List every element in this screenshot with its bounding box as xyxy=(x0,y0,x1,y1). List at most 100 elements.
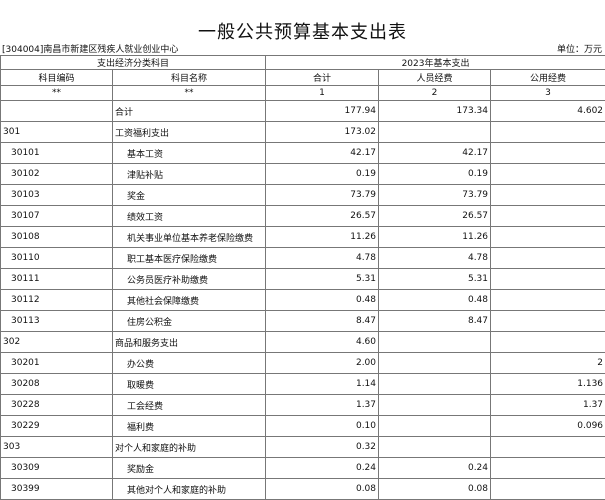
header-row-columns: 科目编码 科目名称 合计 人员经费 公用经费 xyxy=(1,70,605,86)
budget-table: 支出经济分类科目 2023年基本支出 科目编码 科目名称 合计 人员经费 公用经… xyxy=(0,55,605,500)
total-cell: 26.57 xyxy=(266,206,379,227)
personnel-cell xyxy=(379,374,491,395)
public-cell: 0.096 xyxy=(491,416,605,437)
header-group-basic-expenditure: 2023年基本支出 xyxy=(266,56,605,70)
public-cell xyxy=(491,269,605,290)
header-group-classification: 支出经济分类科目 xyxy=(1,56,266,70)
total-cell: 73.79 xyxy=(266,185,379,206)
header-row-index: ** ** 1 2 3 xyxy=(1,86,605,101)
public-cell xyxy=(491,458,605,479)
code-cell xyxy=(1,101,113,122)
total-cell: 1.14 xyxy=(266,374,379,395)
code-cell: 30399 xyxy=(1,479,113,500)
personnel-cell: 8.47 xyxy=(379,311,491,332)
public-cell: 1.136 xyxy=(491,374,605,395)
name-cell: 机关事业单位基本养老保险缴费 xyxy=(113,227,266,248)
total-cell: 0.19 xyxy=(266,164,379,185)
public-cell xyxy=(491,122,605,143)
header-public: 公用经费 xyxy=(491,70,605,86)
header-public-index: 3 xyxy=(491,86,605,101)
code-cell: 30103 xyxy=(1,185,113,206)
name-cell: 绩效工资 xyxy=(113,206,266,227)
total-cell: 4.78 xyxy=(266,248,379,269)
public-cell xyxy=(491,290,605,311)
name-cell: 商品和服务支出 xyxy=(113,332,266,353)
name-cell: 公务员医疗补助缴费 xyxy=(113,269,266,290)
code-cell: 30228 xyxy=(1,395,113,416)
personnel-cell xyxy=(379,332,491,353)
personnel-cell: 5.31 xyxy=(379,269,491,290)
header-name: 科目名称 xyxy=(113,70,266,86)
public-cell xyxy=(491,311,605,332)
code-cell: 30102 xyxy=(1,164,113,185)
public-cell xyxy=(491,143,605,164)
code-cell: 30108 xyxy=(1,227,113,248)
header-row-group: 支出经济分类科目 2023年基本支出 xyxy=(1,56,605,70)
personnel-cell: 0.08 xyxy=(379,479,491,500)
header-personnel-index: 2 xyxy=(379,86,491,101)
total-cell: 5.31 xyxy=(266,269,379,290)
header-total-index: 1 xyxy=(266,86,379,101)
personnel-cell xyxy=(379,416,491,437)
total-cell: 0.10 xyxy=(266,416,379,437)
header-code: 科目编码 xyxy=(1,70,113,86)
name-cell: 奖金 xyxy=(113,185,266,206)
total-cell: 173.02 xyxy=(266,122,379,143)
personnel-cell: 11.26 xyxy=(379,227,491,248)
personnel-cell: 73.79 xyxy=(379,185,491,206)
public-cell: 4.602 xyxy=(491,101,605,122)
personnel-cell: 173.34 xyxy=(379,101,491,122)
public-cell xyxy=(491,185,605,206)
code-cell: 30112 xyxy=(1,290,113,311)
name-cell: 办公费 xyxy=(113,353,266,374)
personnel-cell: 0.19 xyxy=(379,164,491,185)
personnel-cell: 0.48 xyxy=(379,290,491,311)
name-cell: 工资福利支出 xyxy=(113,122,266,143)
name-cell: 工会经费 xyxy=(113,395,266,416)
header-code-index: ** xyxy=(1,86,113,101)
public-cell xyxy=(491,248,605,269)
public-cell: 1.37 xyxy=(491,395,605,416)
personnel-cell: 4.78 xyxy=(379,248,491,269)
total-cell: 0.24 xyxy=(266,458,379,479)
public-cell xyxy=(491,164,605,185)
total-cell: 42.17 xyxy=(266,143,379,164)
name-cell: 职工基本医疗保险缴费 xyxy=(113,248,266,269)
public-cell: 2 xyxy=(491,353,605,374)
name-cell: 合计 xyxy=(113,101,266,122)
public-cell xyxy=(491,479,605,500)
total-cell: 11.26 xyxy=(266,227,379,248)
total-cell: 2.00 xyxy=(266,353,379,374)
total-cell: 8.47 xyxy=(266,311,379,332)
personnel-cell xyxy=(379,437,491,458)
total-cell: 0.48 xyxy=(266,290,379,311)
code-cell: 30229 xyxy=(1,416,113,437)
header-total: 合计 xyxy=(266,70,379,86)
code-cell: 30208 xyxy=(1,374,113,395)
code-cell: 30101 xyxy=(1,143,113,164)
name-cell: 基本工资 xyxy=(113,143,266,164)
name-cell: 其他对个人和家庭的补助 xyxy=(113,479,266,500)
code-cell: 30201 xyxy=(1,353,113,374)
name-cell: 其他社会保障缴费 xyxy=(113,290,266,311)
page-title: 一般公共预算基本支出表 xyxy=(0,18,605,44)
name-cell: 津贴补贴 xyxy=(113,164,266,185)
personnel-cell: 0.24 xyxy=(379,458,491,479)
name-cell: 奖励金 xyxy=(113,458,266,479)
code-cell: 30110 xyxy=(1,248,113,269)
code-cell: 30309 xyxy=(1,458,113,479)
personnel-cell: 42.17 xyxy=(379,143,491,164)
